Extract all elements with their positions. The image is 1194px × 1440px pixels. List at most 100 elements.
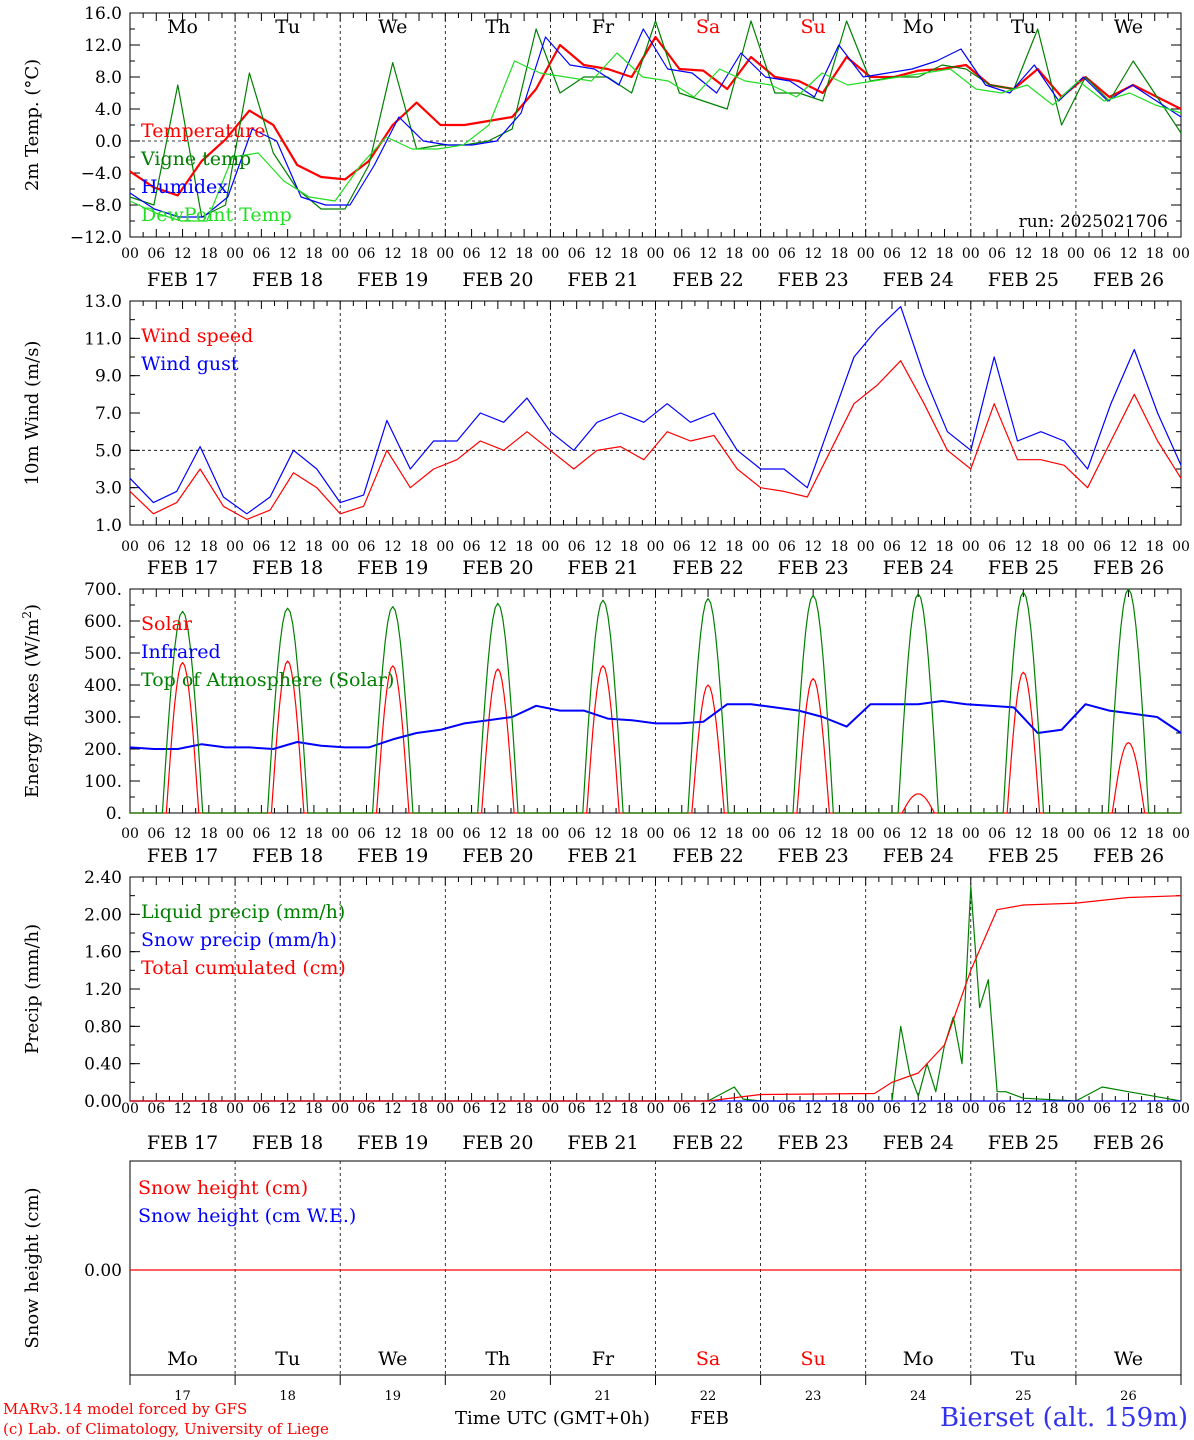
y-tick-label: 2.40 [84, 868, 122, 888]
hour-tick-label: 00 [331, 539, 349, 555]
hour-tick-label: 18 [305, 826, 323, 842]
y-tick-label: 0.80 [84, 1017, 122, 1037]
hour-tick-label: 12 [909, 826, 927, 842]
date-label: FEB 23 [778, 1132, 849, 1154]
hour-tick-label: 00 [331, 826, 349, 842]
date-label: FEB 24 [883, 557, 954, 579]
hour-tick-label: 06 [673, 246, 691, 262]
legend-item: Snow height (cm W.E.) [138, 1205, 356, 1227]
hour-tick-label: 12 [594, 1101, 612, 1117]
hour-tick-label: 12 [279, 826, 297, 842]
hour-tick-label: 18 [831, 539, 849, 555]
hour-tick-label: 00 [436, 1101, 454, 1117]
hour-tick-label: 12 [1120, 826, 1138, 842]
y-tick-label: 1.0 [95, 516, 122, 536]
hour-tick-label: 12 [384, 826, 402, 842]
y-tick-label: 0.00 [84, 1092, 122, 1112]
hour-tick-label: 06 [778, 246, 796, 262]
x-axis-month: FEB [690, 1408, 729, 1429]
hour-tick-label: 18 [305, 246, 323, 262]
date-label: FEB 20 [462, 269, 533, 291]
hour-tick-label: 00 [857, 246, 875, 262]
hour-tick-label: 12 [384, 1101, 402, 1117]
hour-tick-label: 00 [541, 246, 559, 262]
hour-tick-label: 06 [988, 539, 1006, 555]
hour-tick-label: 00 [436, 826, 454, 842]
hour-tick-label: 06 [778, 1101, 796, 1117]
y-tick-label: 0.00 [84, 1261, 122, 1281]
y-tick-label: 100. [84, 772, 122, 792]
weekday-label: Tu [1011, 16, 1036, 38]
hour-tick-label: 18 [1041, 1101, 1059, 1117]
hour-tick-label: 06 [568, 539, 586, 555]
day-number-label: 21 [595, 1389, 612, 1404]
y-tick-label: 5.0 [95, 441, 122, 461]
date-label: FEB 24 [883, 1132, 954, 1154]
hour-tick-label: 00 [962, 246, 980, 262]
date-label: FEB 24 [883, 269, 954, 291]
hour-tick-label: 12 [1120, 539, 1138, 555]
hour-tick-label: 12 [489, 246, 507, 262]
series-infrared [129, 700, 1182, 750]
hour-tick-label: 12 [1120, 1101, 1138, 1117]
legend-item: Temperature [141, 120, 265, 142]
weekday-label: Su [801, 1348, 826, 1370]
hour-tick-label: 18 [936, 539, 954, 555]
hour-tick-label: 00 [857, 1101, 875, 1117]
hour-tick-label: 18 [515, 539, 533, 555]
hour-tick-label: 00 [121, 1101, 139, 1117]
day-number-label: 24 [910, 1389, 927, 1404]
date-label: FEB 20 [462, 557, 533, 579]
hour-tick-label: 06 [568, 1101, 586, 1117]
hour-tick-label: 06 [568, 826, 586, 842]
hour-tick-label: 18 [936, 826, 954, 842]
hour-tick-label: 00 [436, 539, 454, 555]
hour-tick-label: 12 [279, 1101, 297, 1117]
day-number-label: 19 [384, 1389, 401, 1404]
legend-item: Top of Atmosphere (Solar) [141, 669, 394, 691]
hour-tick-label: 18 [725, 539, 743, 555]
hour-tick-label: 18 [725, 826, 743, 842]
date-label: FEB 21 [567, 845, 638, 867]
legend-item: Liquid precip (mm/h) [141, 901, 345, 923]
legend-item: Humidex [141, 176, 228, 198]
hour-tick-label: 06 [463, 539, 481, 555]
hour-tick-label: 18 [725, 246, 743, 262]
series-top-of-atmosphere-solar [130, 588, 1181, 814]
date-label: FEB 17 [147, 1132, 218, 1154]
hour-tick-label: 00 [436, 246, 454, 262]
hour-tick-label: 06 [147, 539, 165, 555]
hour-tick-label: 06 [147, 246, 165, 262]
hour-tick-label: 18 [1146, 1101, 1164, 1117]
y-tick-label: 2.00 [84, 905, 122, 925]
hour-tick-label: 12 [699, 539, 717, 555]
y-tick-label: 0.0 [95, 132, 122, 152]
hour-tick-label: 12 [804, 826, 822, 842]
hour-tick-label: 06 [252, 539, 270, 555]
hour-tick-label: 00 [647, 246, 665, 262]
hour-tick-label: 06 [252, 1101, 270, 1117]
legend-item: Total cumulated (cm) [141, 957, 346, 979]
hour-tick-label: 12 [909, 539, 927, 555]
legend-item: Infrared [141, 641, 221, 663]
hour-tick-label: 12 [384, 539, 402, 555]
hour-tick-label: 12 [174, 246, 192, 262]
hour-tick-label: 12 [594, 826, 612, 842]
hour-tick-label: 06 [988, 246, 1006, 262]
y-tick-label: 0. [106, 804, 122, 824]
hour-tick-label: 12 [804, 539, 822, 555]
hour-tick-label: 18 [831, 826, 849, 842]
hour-tick-label: 00 [226, 246, 244, 262]
legend-item: Vigne temp [140, 148, 251, 170]
hour-tick-label: 12 [699, 246, 717, 262]
hour-tick-label: 00 [541, 826, 559, 842]
weekday-label: Mo [903, 16, 934, 38]
station-label: Bierset (alt. 159m) [940, 1403, 1188, 1433]
hour-tick-label: 18 [410, 246, 428, 262]
date-label: FEB 19 [357, 269, 428, 291]
hour-tick-label: 06 [673, 826, 691, 842]
hour-tick-label: 06 [883, 1101, 901, 1117]
series-wind-speed [129, 360, 1182, 520]
hour-tick-label: 00 [121, 539, 139, 555]
